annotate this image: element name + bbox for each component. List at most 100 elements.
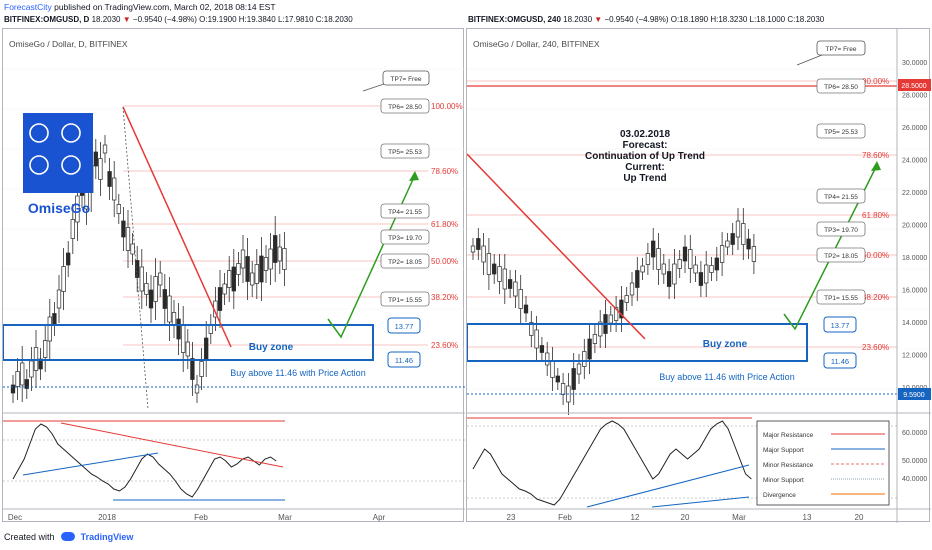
- left-candle: [29, 360, 34, 378]
- right-price-tag-top: 28.5000: [898, 79, 931, 91]
- author-link[interactable]: ForecastCity: [4, 2, 52, 12]
- left-osc-downtrend: [60, 422, 284, 468]
- right-x-tick: Feb: [558, 513, 572, 522]
- right-candle: [545, 352, 550, 366]
- right-price-tick: 30.0000: [902, 60, 927, 67]
- right-candle: [698, 272, 704, 286]
- left-candle: [227, 270, 232, 288]
- left-candle: [194, 384, 200, 394]
- omisego-logo: [23, 113, 93, 193]
- left-candle: [254, 264, 259, 284]
- right-price-tick: 24.0000: [902, 158, 927, 165]
- left-chart-panel[interactable]: 100.00% 78.60% 61.80% 50.00% 38.20% 23.60% Om…: [2, 28, 465, 522]
- svg-text:11.46: 11.46: [395, 356, 413, 365]
- left-candle: [231, 266, 236, 292]
- left-candle: [66, 252, 71, 266]
- svg-text:TP6= 28.50: TP6= 28.50: [824, 84, 858, 91]
- right-downtrend-line: [467, 153, 646, 340]
- right-candle: [656, 248, 661, 270]
- right-low: L:18.1000: [749, 15, 786, 24]
- right-candle: [502, 268, 507, 290]
- publish-header: ForecastCity published on TradingView.co…: [0, 0, 932, 14]
- right-fib-label: 23.60%: [862, 343, 889, 352]
- left-target-label: TP1= 15.55: [380, 291, 430, 307]
- svg-text:TP4= 21.55: TP4= 21.55: [388, 209, 422, 216]
- right-candle: [576, 363, 582, 375]
- right-oscillator-line: [472, 420, 752, 506]
- left-high: H:19.3840: [238, 15, 276, 24]
- left-x-tick: Mar: [278, 513, 292, 522]
- left-candle: [162, 289, 167, 309]
- right-target-label: TP3= 19.70: [816, 221, 866, 237]
- right-forecast-arrowhead: [871, 161, 881, 171]
- right-panel-title: OmiseGo / Dollar, 240, BITFINEX: [473, 39, 600, 49]
- right-candle: [719, 245, 725, 263]
- left-candle: [153, 276, 158, 302]
- left-candle: [273, 235, 278, 263]
- right-candle: [635, 270, 640, 288]
- right-candle: [640, 265, 645, 273]
- right-price-tick: 22.0000: [902, 190, 927, 197]
- right-tp7-callout: TP7= Free: [796, 40, 866, 66]
- left-candle: [52, 313, 57, 325]
- forecast-line: Continuation of Up Trend: [585, 151, 705, 162]
- right-candle: [661, 263, 666, 275]
- right-down-arrow-icon: ▼: [594, 15, 603, 24]
- forecast-line: Current:: [625, 162, 664, 173]
- left-low: L:17.9810: [277, 15, 314, 24]
- left-candle: [43, 340, 48, 358]
- right-zone-label-lower: 11.46: [823, 352, 857, 369]
- left-candle: [70, 219, 75, 239]
- left-candle: [190, 358, 195, 380]
- right-osc-tick: 40.0000: [902, 476, 927, 483]
- right-price: 18.2030: [563, 15, 593, 24]
- left-candle: [185, 341, 190, 357]
- left-candle: [240, 249, 246, 269]
- left-candle: [139, 266, 144, 292]
- right-price-tag-bottom: 9.5900: [898, 388, 931, 400]
- right-candle: [714, 257, 719, 271]
- left-close: C:18.2030: [315, 15, 353, 24]
- left-oscillator-line: [12, 423, 277, 498]
- right-price-tick: 18.0000: [902, 255, 927, 262]
- right-candle: [539, 345, 545, 353]
- right-candle: [513, 281, 518, 297]
- left-open: O:19.1900: [199, 15, 237, 24]
- left-candle: [56, 289, 62, 309]
- footer: Created with TradingView: [0, 526, 932, 550]
- right-candle: [470, 245, 476, 253]
- left-x-tick: 2018: [98, 513, 116, 522]
- right-candle: [677, 259, 682, 269]
- right-x-tick: 20: [855, 513, 864, 522]
- left-candle: [259, 255, 264, 283]
- left-candle: [112, 177, 117, 201]
- right-candle: [682, 246, 688, 262]
- right-candle: [523, 304, 529, 314]
- publish-info: published on TradingView.com, March 02, …: [54, 2, 276, 12]
- omisego-logo-text: OmiseGo: [28, 200, 90, 216]
- right-candle: [725, 240, 730, 248]
- left-dotted-vertical: [122, 106, 149, 410]
- legend-item: Minor Support: [763, 477, 804, 484]
- right-price-tick: 28.0000: [902, 93, 927, 100]
- left-fib-label: 78.60%: [431, 167, 458, 176]
- right-candle: [476, 238, 481, 250]
- right-x-tick: Mar: [732, 513, 746, 522]
- left-candle: [268, 248, 273, 270]
- right-candle: [613, 307, 619, 321]
- right-x-tick: 12: [631, 513, 640, 522]
- right-chart-panel[interactable]: 00.00% 78.60% 61.80% 50.00% 38.20% 23.60% 03.…: [466, 28, 931, 523]
- right-candle: [497, 266, 502, 282]
- footer-brand[interactable]: TradingView: [80, 532, 134, 542]
- left-candle: [47, 316, 52, 342]
- legend-item: Minor Resistance: [763, 462, 814, 469]
- left-candle: [102, 144, 108, 154]
- right-candle: [534, 329, 539, 349]
- left-downtrend-line: [122, 106, 232, 348]
- right-osc-tick: 60.0000: [902, 430, 927, 437]
- left-fib-label: 100.00%: [431, 102, 463, 111]
- left-forecast-path: [327, 174, 416, 339]
- legend-item: Divergence: [763, 492, 796, 499]
- right-candle: [598, 321, 603, 337]
- right-fib-label: 00.00%: [862, 77, 889, 86]
